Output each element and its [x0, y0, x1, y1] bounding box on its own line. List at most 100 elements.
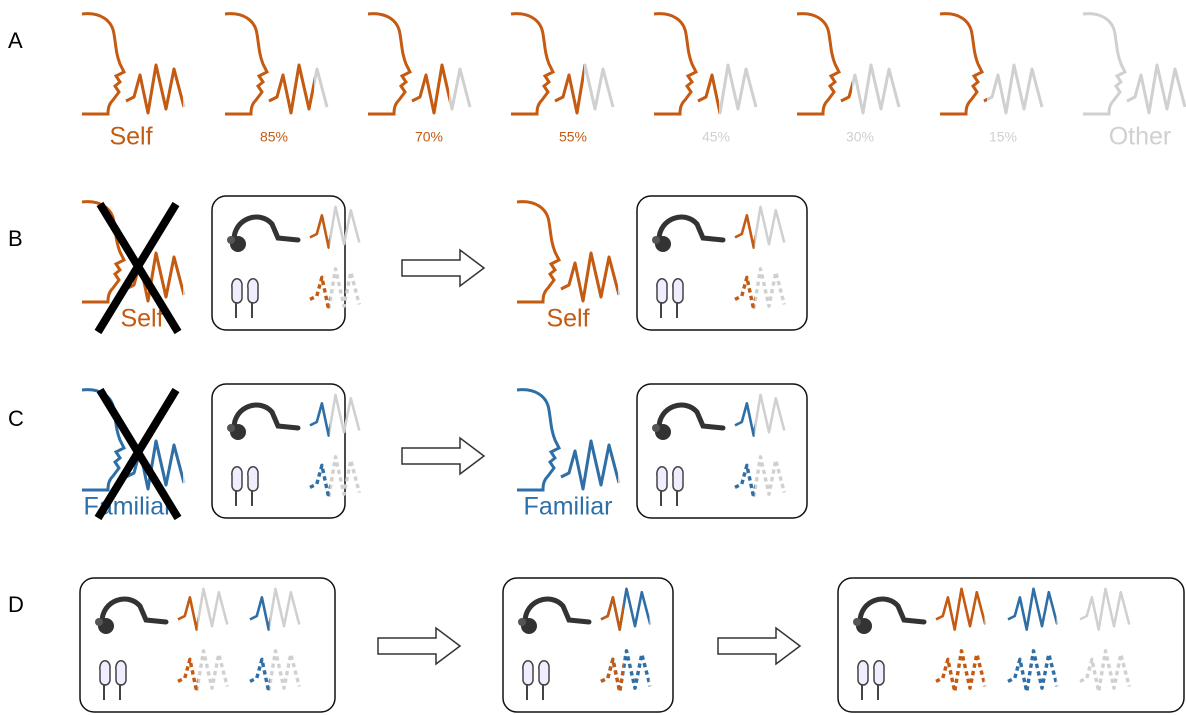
earbud [247, 466, 259, 492]
head [939, 12, 985, 116]
earbuds-icon [857, 660, 885, 700]
wave [697, 73, 719, 115]
earbud [672, 466, 684, 492]
arrow [401, 248, 486, 288]
waveform [249, 649, 301, 694]
wave [309, 463, 330, 500]
waveform [177, 587, 229, 631]
wave [935, 587, 985, 631]
headphones-band [656, 402, 726, 431]
wave [125, 251, 183, 303]
head [1082, 12, 1128, 116]
device-box [502, 577, 674, 713]
waveform [1007, 649, 1059, 694]
headphones-pad [95, 618, 103, 626]
waveform [125, 63, 186, 115]
head [81, 388, 127, 492]
wave [249, 596, 270, 631]
headphones-icon [652, 214, 726, 252]
wave [935, 649, 985, 694]
wave [309, 214, 330, 249]
wave [560, 439, 618, 491]
waveform [177, 649, 229, 694]
fig-label: Familiar [524, 493, 613, 521]
wave [177, 596, 198, 631]
headphones-icon [518, 596, 592, 634]
row-label: C [8, 406, 24, 431]
device-box [211, 383, 346, 519]
head [796, 12, 842, 116]
earbud [538, 660, 550, 686]
waveform [734, 205, 786, 249]
wave [309, 275, 330, 312]
earbuds-icon [656, 466, 684, 506]
wave [1007, 649, 1057, 694]
waveform [268, 63, 329, 115]
fig-label: 55% [559, 129, 587, 145]
fig-label: Other [1109, 123, 1172, 151]
earbud [656, 278, 668, 304]
headphones-band [857, 596, 927, 625]
headphones-band [231, 214, 301, 243]
waveform [734, 393, 786, 437]
head-outline [939, 12, 985, 116]
headphones-icon [853, 596, 927, 634]
headphones-icon [652, 402, 726, 440]
wave [125, 439, 183, 491]
head-outline [1082, 12, 1128, 116]
head [516, 388, 562, 492]
waveform [560, 251, 621, 303]
head-outline [81, 12, 127, 116]
wave [177, 657, 198, 694]
head-outline [367, 12, 413, 116]
waveform [309, 393, 361, 437]
headphones-band [231, 402, 301, 431]
wave [600, 596, 624, 631]
waveform [1079, 649, 1131, 694]
waveform [935, 587, 987, 631]
wave [840, 80, 852, 103]
device-box [636, 383, 808, 519]
head-outline [516, 388, 562, 492]
wave [734, 214, 755, 249]
fig-label: Self [546, 305, 589, 333]
arrow [377, 626, 462, 666]
headphones-icon [95, 596, 169, 634]
waveform [600, 587, 652, 631]
fig-label: 85% [260, 129, 288, 145]
wave-other [1126, 63, 1186, 115]
head [516, 200, 562, 304]
headphones-band [656, 214, 726, 243]
earbud [672, 278, 684, 304]
waveform [249, 587, 301, 631]
fig-label: 30% [846, 129, 874, 145]
earbud [99, 660, 111, 686]
waveform [309, 205, 361, 249]
earbud [873, 660, 885, 686]
earbud [231, 466, 243, 492]
head [653, 12, 699, 116]
waveform [1007, 587, 1059, 631]
head-outline [796, 12, 842, 116]
waveform [935, 649, 987, 694]
earbuds-icon [656, 278, 684, 318]
headphones-band [99, 596, 169, 625]
headphones-pad [652, 424, 660, 432]
headphones-icon [227, 214, 301, 252]
row-label: D [8, 592, 24, 617]
fig-label: 15% [989, 129, 1017, 145]
waveform [554, 63, 615, 115]
waveform [125, 251, 186, 303]
earbuds-icon [99, 660, 127, 700]
head-outline [516, 200, 562, 304]
head [81, 12, 127, 116]
waveform [1079, 587, 1131, 631]
headphones-pad [227, 424, 235, 432]
wave [125, 63, 183, 115]
headphones-pad [652, 236, 660, 244]
waveform [309, 455, 361, 500]
earbud [115, 660, 127, 686]
fig-label: 70% [415, 129, 443, 145]
waveform [983, 63, 1044, 115]
